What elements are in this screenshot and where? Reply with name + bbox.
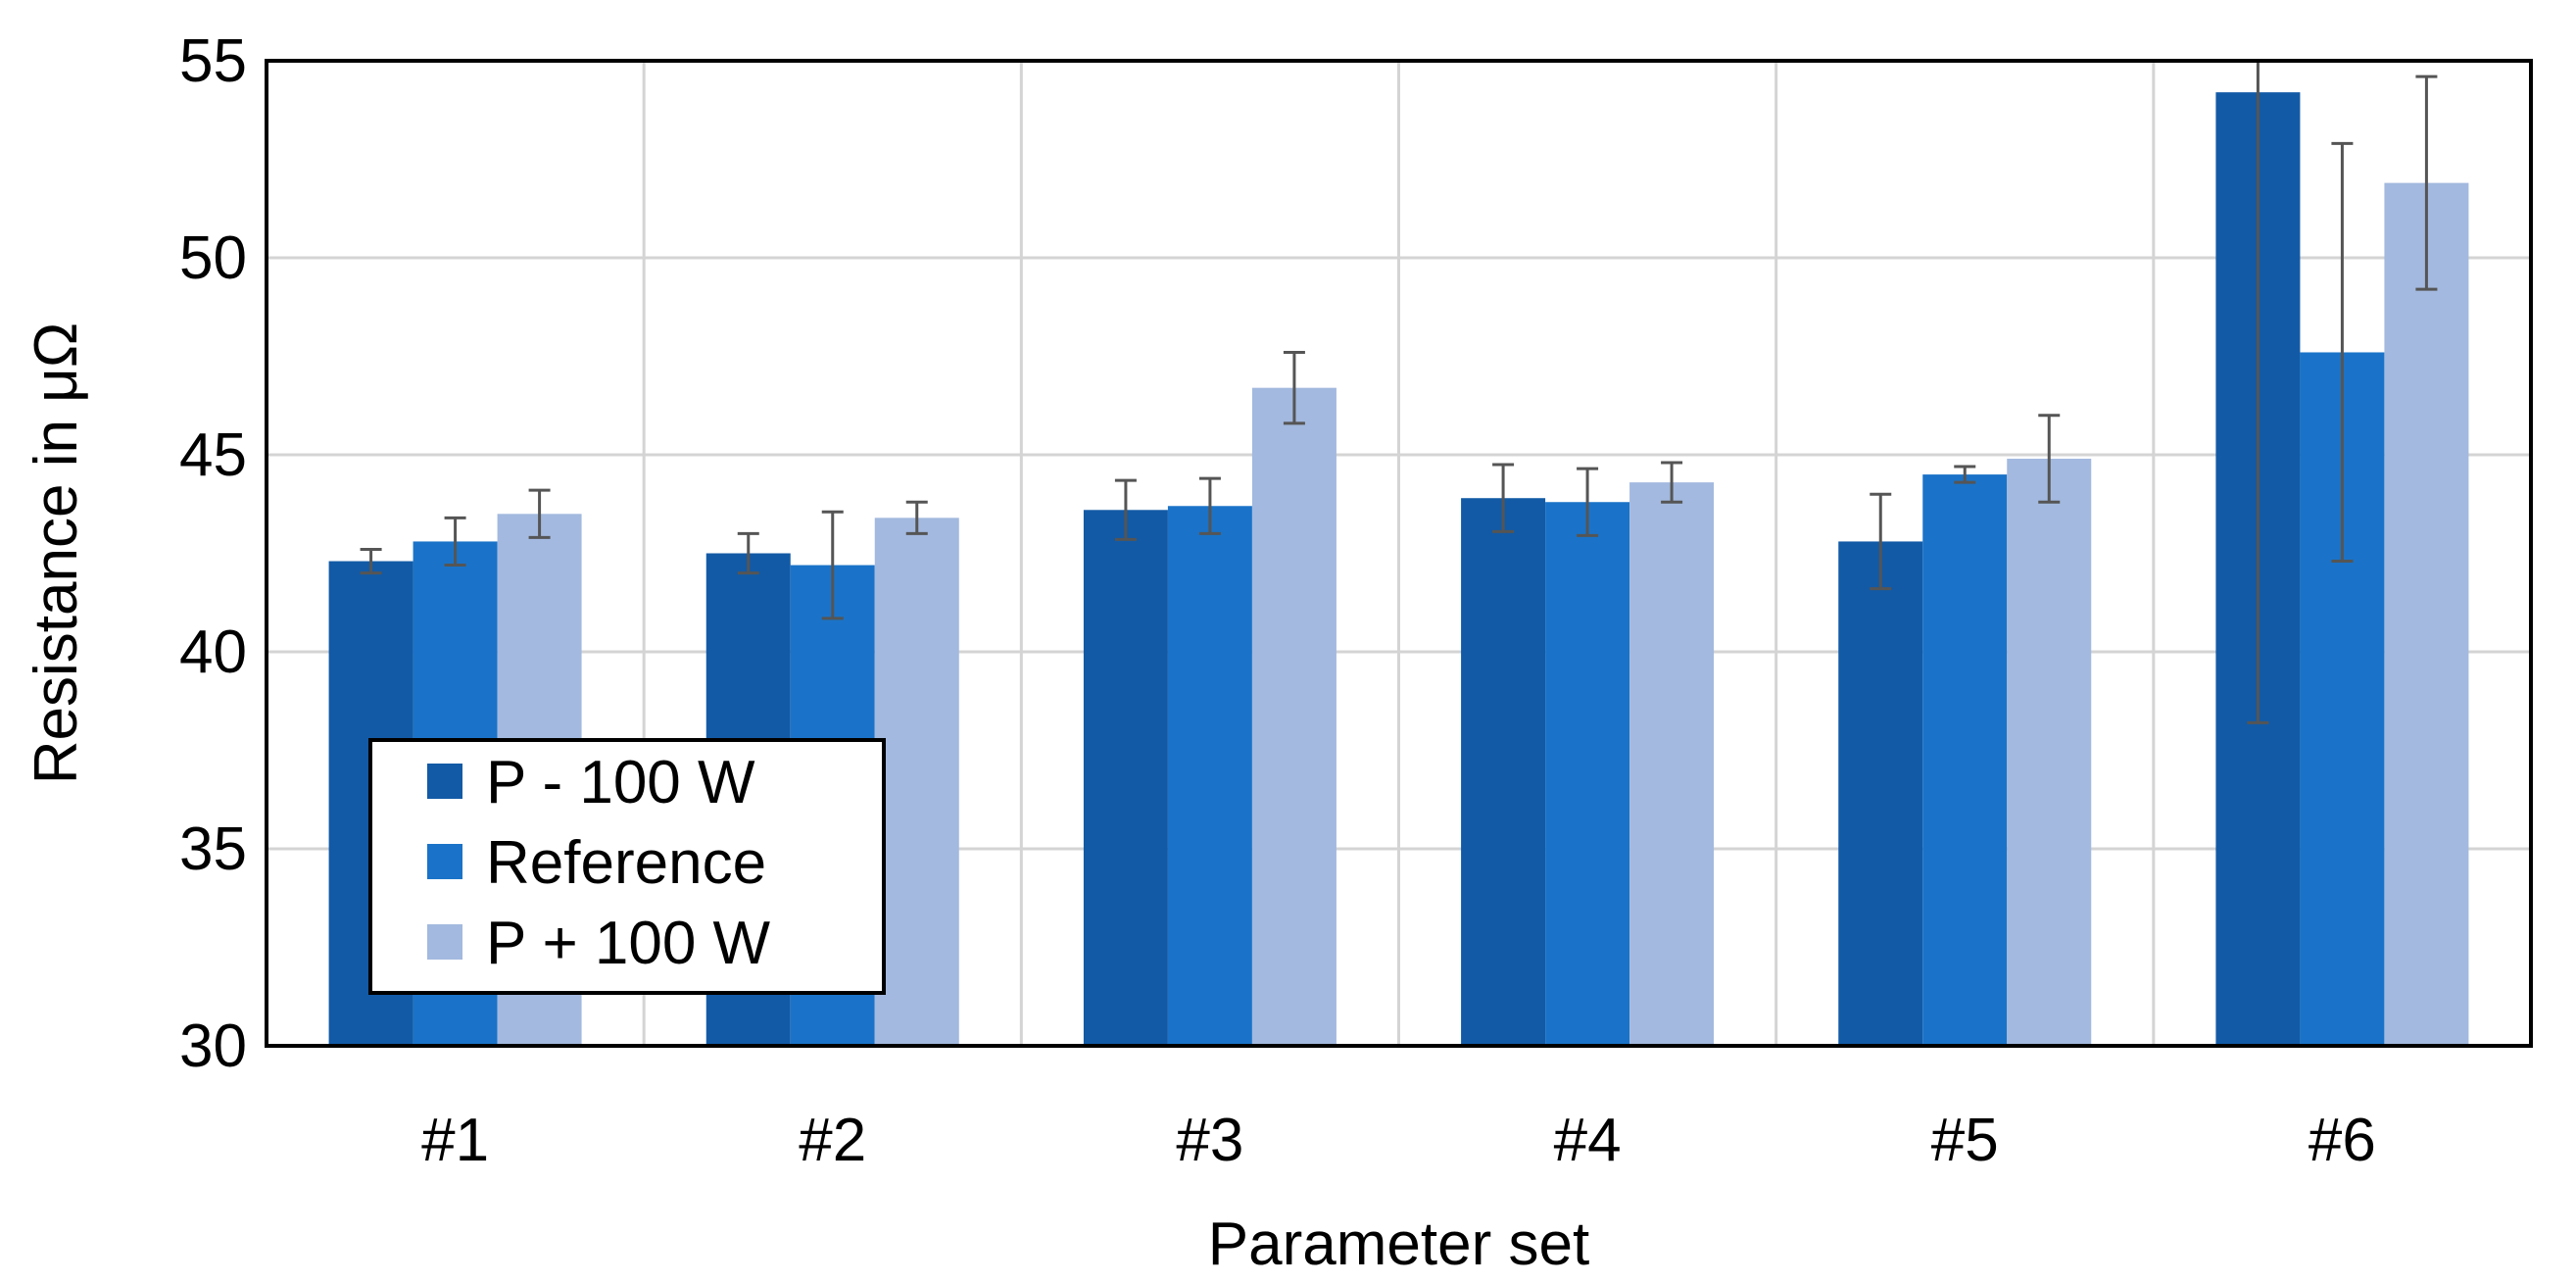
error-bar xyxy=(1954,465,1976,484)
bar xyxy=(2007,459,2092,1046)
legend-item: P + 100 W xyxy=(427,910,771,977)
legend-swatch xyxy=(427,764,462,799)
legend: P - 100 W Reference P + 100 W xyxy=(368,738,886,995)
bar xyxy=(1083,510,1168,1046)
x-axis-tick-labels: #1 #2 #3 #4 #5 #6 xyxy=(421,1107,2376,1174)
legend-label: P + 100 W xyxy=(486,910,771,977)
x-tick-label: #2 xyxy=(799,1107,866,1174)
bar xyxy=(1461,498,1546,1047)
bar xyxy=(1167,506,1252,1046)
error-bar xyxy=(905,500,928,535)
y-tick-label: 30 xyxy=(179,1012,247,1080)
error-bar xyxy=(2331,141,2354,564)
error-bar xyxy=(1870,492,1892,591)
x-tick-label: #1 xyxy=(421,1107,489,1174)
error-bar xyxy=(528,488,551,539)
error-bar xyxy=(1661,461,1683,504)
bar xyxy=(874,518,959,1046)
legend-swatch xyxy=(427,924,462,960)
x-axis-title: Parameter set xyxy=(1208,1210,1589,1278)
x-tick-label: #3 xyxy=(1176,1107,1243,1174)
x-tick-label: #5 xyxy=(1931,1107,1999,1174)
y-axis-title: Resistance in μΩ xyxy=(23,322,90,784)
legend-label: P - 100 W xyxy=(486,749,755,816)
error-bar xyxy=(1283,350,1305,425)
bar xyxy=(2384,182,2469,1046)
legend-swatch xyxy=(427,844,462,879)
y-tick-label: 35 xyxy=(179,815,247,883)
y-tick-label: 45 xyxy=(179,421,247,489)
y-tick-label: 50 xyxy=(179,224,247,292)
x-tick-label: #6 xyxy=(2309,1107,2376,1174)
legend-item: P - 100 W xyxy=(427,749,755,816)
plot-area-frame xyxy=(265,59,2533,1048)
bar xyxy=(1838,541,1923,1046)
error-bar xyxy=(1492,463,1515,533)
y-tick-label: 40 xyxy=(179,618,247,686)
error-bar xyxy=(737,531,759,575)
x-tick-label: #4 xyxy=(1554,1107,1622,1174)
bar xyxy=(1629,482,1715,1046)
error-bar xyxy=(444,516,466,568)
error-bar xyxy=(821,510,844,620)
error-bar xyxy=(2415,74,2438,291)
legend-item: Reference xyxy=(427,829,766,897)
error-bar xyxy=(360,547,382,575)
bar xyxy=(1545,502,1630,1046)
error-bars xyxy=(360,61,2438,724)
bar xyxy=(1922,474,2008,1047)
error-bar xyxy=(1114,478,1137,541)
legend-label: Reference xyxy=(486,829,766,897)
error-bar xyxy=(1577,467,1599,537)
error-bar xyxy=(1198,476,1221,535)
error-bar xyxy=(2247,61,2269,724)
y-axis-tick-labels: 30 35 40 45 50 55 xyxy=(179,27,247,1080)
error-bar xyxy=(2038,414,2061,504)
y-tick-label: 55 xyxy=(179,27,247,95)
bar xyxy=(1251,387,1337,1046)
